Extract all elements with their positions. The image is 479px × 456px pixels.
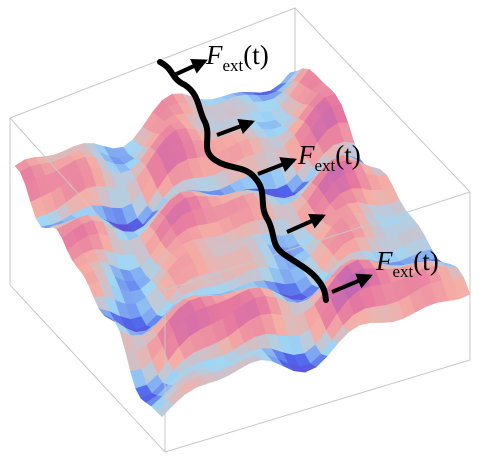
subscript: ext	[393, 262, 414, 281]
subscript: ext	[315, 156, 336, 175]
figure: Fext(t) Fext(t) Fext(t)	[0, 0, 479, 456]
force-label: Fext(t)	[205, 40, 269, 75]
subscript: ext	[223, 56, 244, 75]
symbol: F	[297, 140, 315, 170]
symbol: F	[375, 246, 393, 276]
argument: (t)	[243, 40, 268, 70]
argument: (t)	[413, 246, 438, 276]
argument: (t)	[335, 140, 360, 170]
symbol: F	[205, 40, 223, 70]
